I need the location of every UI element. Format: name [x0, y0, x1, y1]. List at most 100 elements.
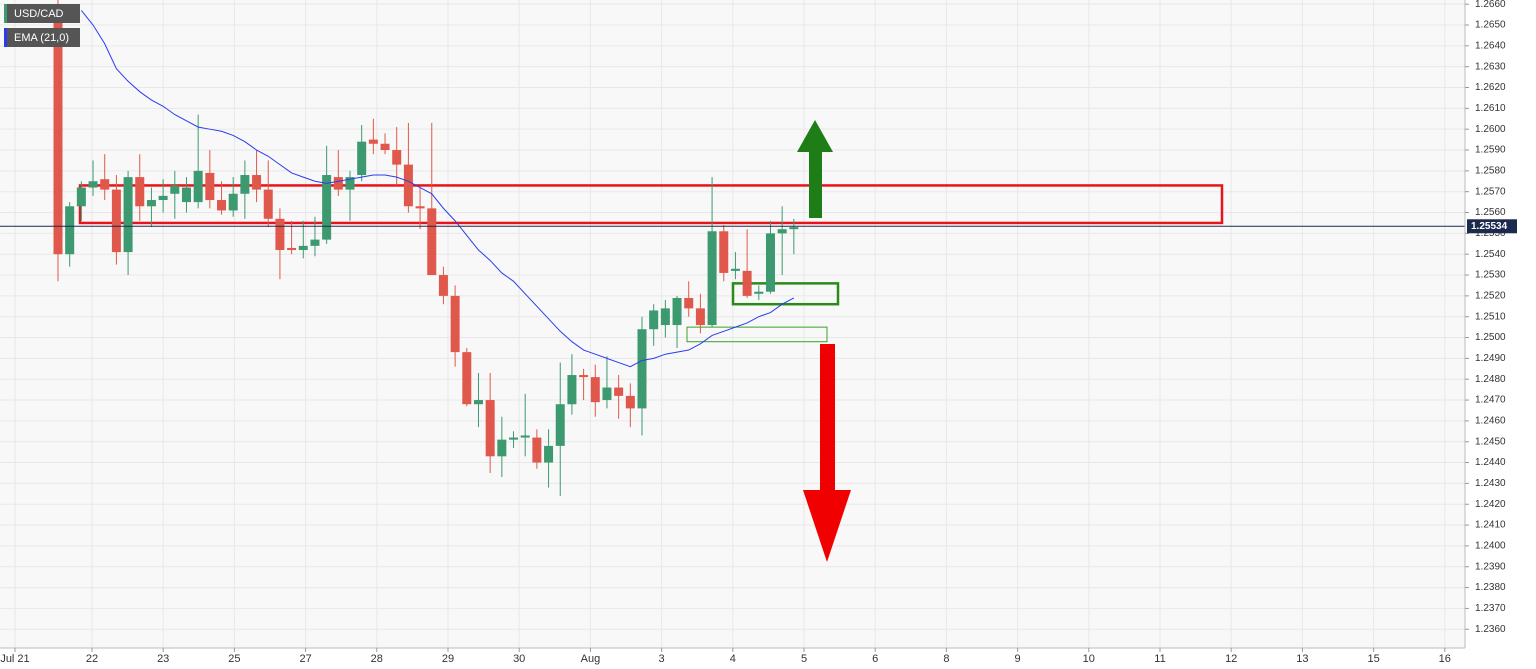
x-tick-label: 12 [1225, 653, 1237, 665]
x-tick-label: 9 [1015, 653, 1021, 665]
candle-body [707, 231, 717, 326]
grid [0, 0, 1465, 648]
x-tick-label: 27 [299, 653, 311, 665]
y-tick-label: 1.2360 [1475, 624, 1506, 635]
x-tick-label: Jul 21 [0, 653, 29, 665]
candle-body [181, 187, 191, 203]
x-tick-label: 4 [730, 653, 736, 665]
candle-body [193, 170, 203, 203]
y-tick-label: 1.2620 [1475, 82, 1506, 93]
candle-body [777, 229, 787, 234]
candle-body [65, 206, 75, 255]
candle-body [532, 437, 542, 463]
candle-body [520, 435, 530, 438]
x-tick-label: 8 [943, 653, 949, 665]
x-tick-label: 5 [801, 653, 807, 665]
y-tick-label: 1.2400 [1475, 541, 1506, 552]
candle-body [473, 400, 483, 405]
up-arrow [797, 120, 833, 218]
candle-body [695, 308, 705, 326]
y-tick-label: 1.2580 [1475, 165, 1506, 176]
candle-body [310, 239, 320, 246]
y-tick-label: 1.2490 [1475, 353, 1506, 364]
candle-body [765, 233, 775, 292]
candle-body [438, 275, 448, 296]
candle-body [158, 195, 168, 201]
y-tick-label: 1.2610 [1475, 103, 1506, 114]
candle-body [509, 437, 519, 440]
candle-body [322, 175, 332, 240]
y-tick-label: 1.2590 [1475, 145, 1506, 156]
y-tick-label: 1.2530 [1475, 270, 1506, 281]
candle-body [415, 206, 425, 209]
candle-body [76, 187, 86, 207]
candle-body [684, 297, 694, 309]
candle-body [544, 445, 554, 463]
x-tick-label: 10 [1083, 653, 1095, 665]
y-tick-label: 1.2440 [1475, 457, 1506, 468]
x-tick-label: 6 [872, 653, 878, 665]
y-tick-label: 1.2630 [1475, 61, 1506, 72]
candle-body [672, 297, 682, 326]
candle-body [252, 175, 262, 190]
y-tick-label: 1.2650 [1475, 20, 1506, 31]
candle-body [462, 352, 472, 405]
candle-body [263, 189, 273, 219]
zone [686, 326, 828, 343]
zone [731, 282, 840, 306]
candle-body [380, 143, 390, 151]
y-tick-label: 1.2430 [1475, 478, 1506, 489]
y-tick-label: 1.2480 [1475, 374, 1506, 385]
y-tick-label: 1.2600 [1475, 124, 1506, 135]
y-tick-label: 1.2390 [1475, 561, 1506, 572]
candle-body [392, 150, 402, 165]
candle-body [298, 245, 308, 251]
x-tick-label: Aug [581, 653, 601, 665]
candle-body [146, 200, 156, 207]
candle-body [730, 268, 740, 271]
candle-body [345, 177, 355, 190]
candle-body [579, 375, 589, 378]
candle-body [649, 310, 659, 330]
candle-body [100, 179, 110, 190]
candle-body [637, 329, 647, 409]
y-tick-label: 1.2520 [1475, 291, 1506, 302]
x-tick-label: 16 [1439, 653, 1451, 665]
candle-body [602, 387, 612, 401]
legend-label: EMA (21,0) [14, 32, 69, 44]
candle-body [427, 208, 437, 276]
y-tick-label: 1.2500 [1475, 332, 1506, 343]
down-arrow [803, 344, 851, 562]
candle-body [333, 177, 343, 190]
x-tick-label: 29 [442, 653, 454, 665]
candle-body [497, 439, 507, 457]
x-tick-label: 15 [1367, 653, 1379, 665]
candle-body [123, 177, 133, 253]
candle-body [450, 295, 460, 353]
candle-body [368, 139, 378, 144]
candle-body [789, 227, 799, 230]
y-tick-label: 1.2470 [1475, 395, 1506, 406]
legend-box [4, 4, 80, 23]
candle-body [660, 308, 670, 326]
last-price-box [1467, 219, 1517, 234]
candle-body [614, 387, 624, 396]
candle-body [287, 247, 297, 251]
y-tick-label: 1.2450 [1475, 436, 1506, 447]
legend-swatch [4, 4, 7, 23]
legend-label: USD/CAD [14, 8, 64, 20]
candle-body [555, 404, 565, 446]
candle-body [625, 395, 635, 409]
y-tick-label: 1.2370 [1475, 603, 1506, 614]
y-tick-label: 1.2660 [1475, 0, 1506, 10]
candle-body [754, 291, 764, 294]
candle-body [111, 189, 121, 253]
candle-body [53, 8, 63, 255]
candle-body [403, 164, 413, 207]
y-tick-label: 1.2640 [1475, 40, 1506, 51]
x-tick-label: 13 [1296, 653, 1308, 665]
y-tick-label: 1.2510 [1475, 311, 1506, 322]
